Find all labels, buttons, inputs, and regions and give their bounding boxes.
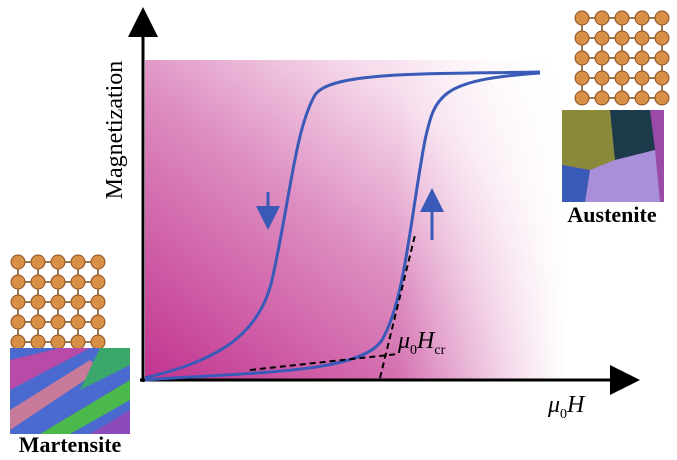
x-subscript: 0 — [560, 407, 567, 422]
martensite-micrograph — [10, 348, 130, 434]
background-fade — [145, 60, 565, 380]
martensite-label: Martensite — [19, 432, 122, 457]
austenite-micrograph — [562, 110, 664, 202]
x-main: H — [566, 392, 586, 418]
austenite-label: Austenite — [567, 202, 656, 227]
x-axis-label: μ0H — [547, 392, 586, 422]
ann-main: H — [416, 328, 436, 354]
austenite-lattice — [575, 11, 669, 105]
x-symbol: μ — [547, 392, 560, 418]
ann-subscript: 0 — [410, 343, 417, 358]
ann-symbol: μ — [397, 328, 410, 354]
y-axis-label: Magnetization — [102, 61, 128, 200]
martensite-lattice — [11, 255, 105, 349]
diagram: Magnetization μ0H μ0Hcr Austenite Marten… — [0, 0, 677, 460]
ann-suffix: cr — [434, 343, 445, 358]
